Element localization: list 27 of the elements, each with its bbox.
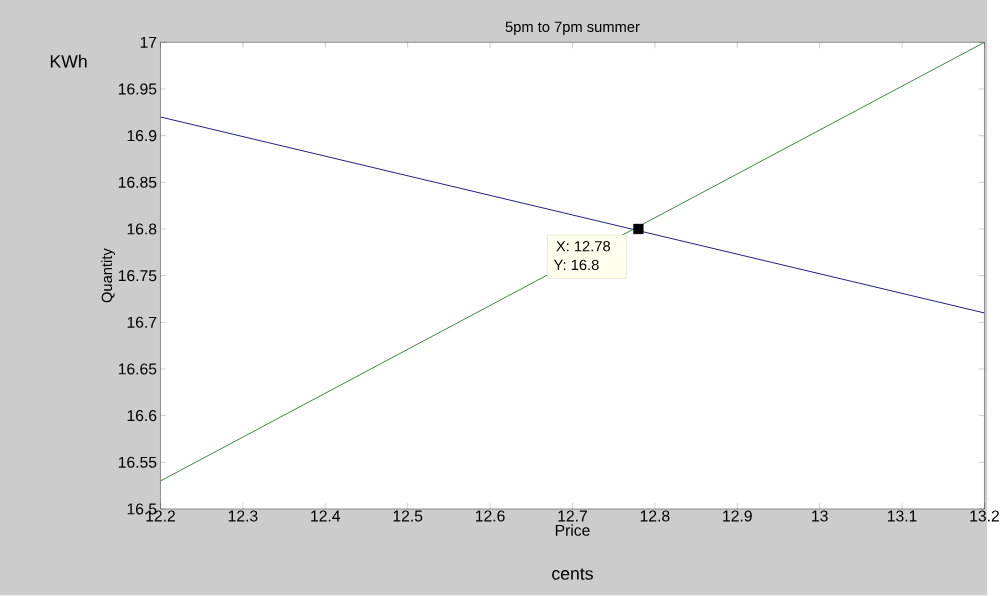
y-tick-label: 16.85 (118, 176, 157, 189)
y-tick-label: 16.9 (127, 130, 157, 142)
x-tick-label: 13.1 (887, 510, 917, 522)
y-tick-label: 16.95 (118, 83, 157, 95)
y-tick-label: 16.8 (127, 223, 157, 235)
y-axis-title: Quantity (101, 248, 115, 303)
x-tick-label: 12.6 (476, 510, 505, 522)
x-tick-label: 12.3 (228, 510, 258, 522)
y-tick-label: 16.75 (118, 270, 157, 282)
chart-title: 5pm to 7pm summer (505, 21, 640, 36)
x-axis-title: Price (555, 524, 590, 537)
annotation: X: 12.78 (556, 241, 611, 252)
y-tick-label: 17 (140, 37, 157, 48)
x-tick-label: 12.5 (393, 510, 423, 522)
y-tick-label: 16.65 (118, 363, 157, 375)
x-tick-label: 12.7 (558, 510, 587, 522)
y-tick-label: 16.7 (127, 316, 157, 329)
y-tick-label: 16.55 (118, 456, 157, 469)
x-tick-label: 13.2 (970, 510, 999, 522)
x-tick-label: 12.9 (723, 510, 752, 522)
x-tick-label: 12.8 (640, 510, 670, 522)
text: KWh (50, 54, 87, 68)
text: cents (552, 568, 593, 580)
annotation: Y: 16.8 (553, 259, 599, 271)
x-tick-label: 13 (812, 510, 828, 522)
x-tick-label: 12.4 (311, 510, 341, 522)
y-tick-label: 16.6 (127, 410, 157, 422)
